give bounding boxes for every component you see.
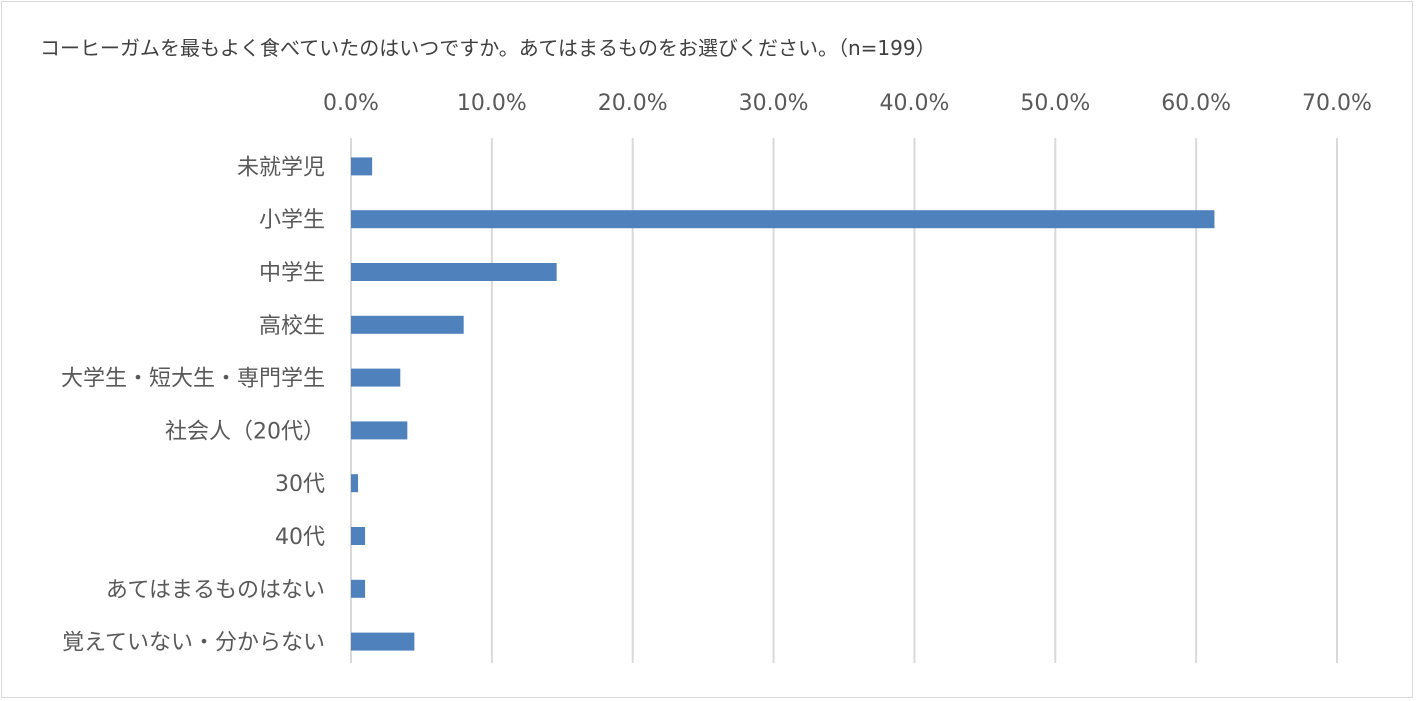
category-label: 未就学児: [237, 155, 325, 180]
bar: [351, 474, 359, 493]
bar: [351, 421, 408, 440]
category-label: 社会人（20代）: [165, 419, 325, 444]
category-label: 覚えていない・分からない: [62, 631, 325, 656]
category-label: 40代: [275, 525, 325, 550]
x-tick-label: 0.0%: [323, 91, 379, 116]
category-label: 高校生: [259, 314, 325, 339]
bar: [351, 527, 366, 545]
category-label: 大学生・短大生・専門学生: [61, 367, 325, 392]
bar: [351, 210, 1215, 229]
category-label: あてはまるものはない: [106, 578, 325, 603]
x-tick-label: 60.0%: [1161, 91, 1231, 116]
bar: [351, 157, 373, 176]
bar: [351, 632, 415, 651]
chart-title: コーヒーガムを最もよく食べていたのはいつですか。あてはまるものをお選びください。…: [40, 36, 936, 60]
bar: [351, 368, 401, 387]
x-tick-label: 30.0%: [739, 91, 809, 116]
category-label: 30代: [275, 472, 325, 497]
x-tick-label: 20.0%: [598, 91, 668, 116]
bar: [351, 263, 557, 281]
bars: [351, 157, 1215, 651]
x-tick-label: 50.0%: [1020, 91, 1090, 116]
category-label: 小学生: [259, 208, 325, 233]
bar: [351, 579, 366, 598]
category-label: 中学生: [259, 261, 325, 286]
x-tick-label: 40.0%: [879, 91, 949, 116]
bar: [351, 315, 464, 334]
x-tick-label: 10.0%: [457, 91, 527, 116]
x-axis-tick-labels: 0.0% 10.0% 20.0% 30.0% 40.0% 50.0% 60.0% 70.0%: [323, 91, 1372, 116]
x-tick-label: 70.0%: [1302, 91, 1372, 116]
